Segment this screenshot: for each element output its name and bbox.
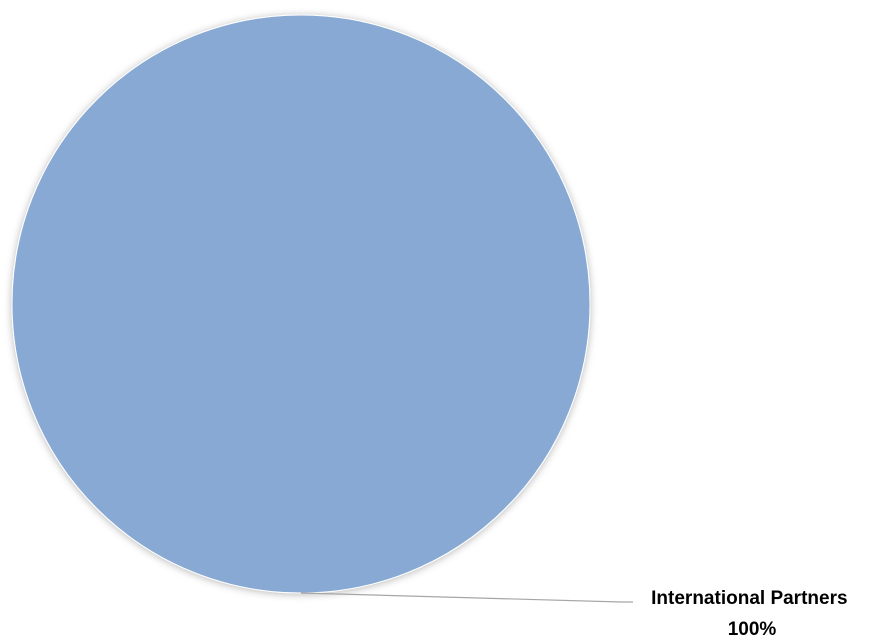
pie-slice-international-partners	[11, 14, 591, 594]
pie-data-labels: International Partners 100%	[300, 588, 853, 640]
leader-line	[300, 592, 633, 603]
pie-slices	[11, 14, 591, 594]
slice-label-international-partners: International Partners 100%	[651, 588, 853, 640]
slice-label-percent: 100%	[728, 619, 777, 640]
slice-label-name: International Partners	[651, 588, 847, 609]
